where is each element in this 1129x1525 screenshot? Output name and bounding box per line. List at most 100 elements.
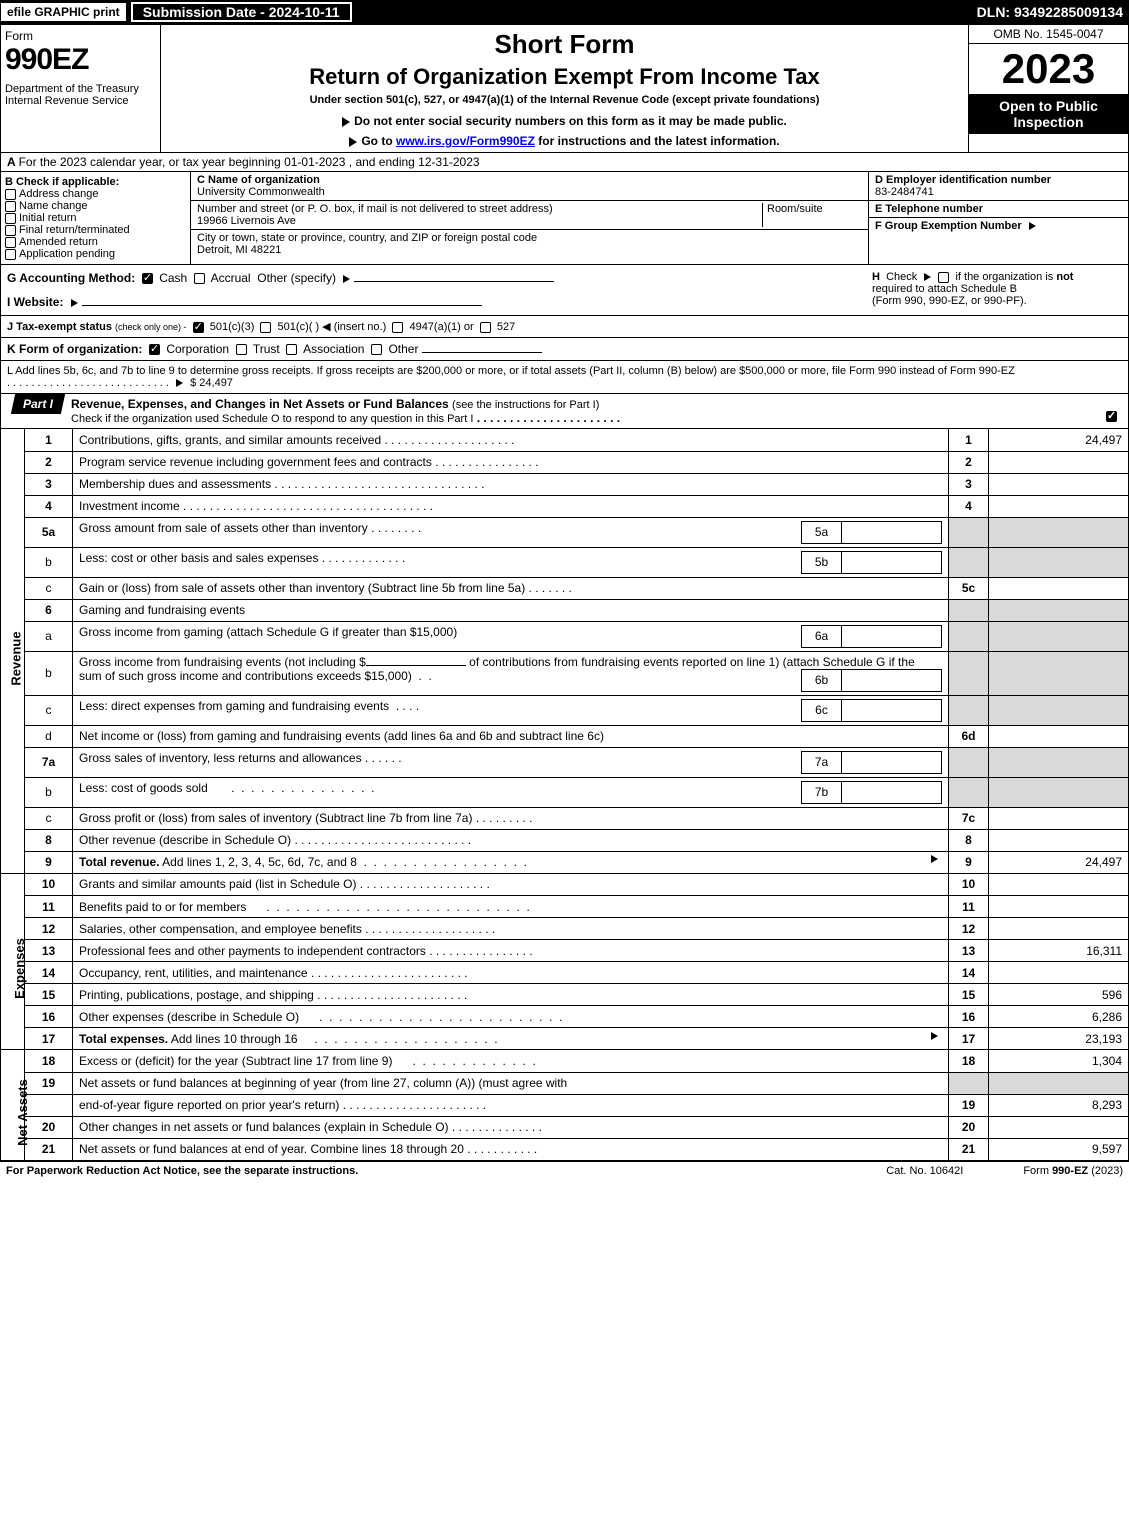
section-b-c-def: B Check if applicable: Address change Na…: [0, 172, 1129, 265]
chk-final[interactable]: Final return/terminated: [5, 224, 186, 236]
line-3: 3Membership dues and assessments . . . .…: [25, 473, 1129, 495]
city-value: Detroit, MI 48221: [197, 244, 537, 256]
chk-501c[interactable]: [260, 322, 271, 333]
chk-cash[interactable]: [142, 273, 153, 284]
page-footer: For Paperwork Reduction Act Notice, see …: [0, 1161, 1129, 1180]
netassets-table: 18Excess or (deficit) for the year (Subt…: [24, 1050, 1129, 1161]
col-b: B Check if applicable: Address change Na…: [1, 172, 191, 264]
chk-501c3[interactable]: [193, 322, 204, 333]
line-18: 18Excess or (deficit) for the year (Subt…: [25, 1050, 1129, 1072]
phone-label: E Telephone number: [875, 203, 1122, 215]
short-form-title: Short Form: [169, 29, 960, 60]
line-14: 14Occupancy, rent, utilities, and mainte…: [25, 962, 1129, 984]
line-11: 11Benefits paid to or for members . . . …: [25, 896, 1129, 918]
line-8: 8Other revenue (describe in Schedule O) …: [25, 829, 1129, 851]
line-10: 10Grants and similar amounts paid (list …: [25, 874, 1129, 896]
triangle-icon: [349, 137, 357, 147]
chk-assoc[interactable]: [286, 344, 297, 355]
line-9: 9Total revenue. Add lines 1, 2, 3, 4, 5c…: [25, 851, 1129, 873]
arrow-icon: [343, 275, 350, 283]
paperwork-notice: For Paperwork Reduction Act Notice, see …: [6, 1165, 358, 1177]
line-16: 16Other expenses (describe in Schedule O…: [25, 1006, 1129, 1028]
line-21: 21Net assets or fund balances at end of …: [25, 1138, 1129, 1160]
cat-no: Cat. No. 10642I: [886, 1165, 963, 1177]
line-13: 13Professional fees and other payments t…: [25, 940, 1129, 962]
chk-corp[interactable]: [149, 344, 160, 355]
chk-amended[interactable]: Amended return: [5, 236, 186, 248]
top-bar: efile GRAPHIC print Submission Date - 20…: [0, 0, 1129, 24]
arrow-icon: [931, 1032, 938, 1040]
line-4: 4Investment income . . . . . . . . . . .…: [25, 495, 1129, 517]
arrow-icon: [931, 855, 938, 863]
line-1: 1Contributions, gifts, grants, and simil…: [25, 429, 1129, 451]
netassets-vlabel: Net Assets: [0, 1050, 24, 1161]
dept-label: Department of the Treasury Internal Reve…: [5, 83, 156, 107]
chk-other[interactable]: [371, 344, 382, 355]
revenue-table: 1Contributions, gifts, grants, and simil…: [24, 429, 1129, 874]
line-7b: bLess: cost of goods sold . . . . . . . …: [25, 777, 1129, 807]
chk-accrual[interactable]: [194, 273, 205, 284]
city-label: City or town, state or province, country…: [197, 232, 537, 244]
line-6b: b Gross income from fundraising events (…: [25, 651, 1129, 695]
chk-4947[interactable]: [392, 322, 403, 333]
line-6: 6Gaming and fundraising events: [25, 599, 1129, 621]
line-19a: 19Net assets or fund balances at beginni…: [25, 1072, 1129, 1094]
g-label: G Accounting Method:: [7, 271, 135, 285]
line-6c: cLess: direct expenses from gaming and f…: [25, 695, 1129, 725]
chk-initial[interactable]: Initial return: [5, 212, 186, 224]
col-def: D Employer identification number 83-2484…: [868, 172, 1128, 264]
submission-date: Submission Date - 2024-10-11: [131, 2, 352, 22]
under-section: Under section 501(c), 527, or 4947(a)(1)…: [169, 94, 960, 106]
form-ref: Form 990-EZ (2023): [1023, 1165, 1123, 1177]
row-k: K Form of organization: Corporation Trus…: [0, 338, 1129, 361]
line-20: 20Other changes in net assets or fund ba…: [25, 1116, 1129, 1138]
c-name-label: C Name of organization: [197, 174, 862, 186]
part1-header: Part I Revenue, Expenses, and Changes in…: [0, 394, 1129, 429]
goto-note: Go to www.irs.gov/Form990EZ for instruct…: [169, 134, 960, 148]
chk-pending[interactable]: Application pending: [5, 248, 186, 260]
row-a: A For the 2023 calendar year, or tax yea…: [0, 153, 1129, 172]
6b-amount-input[interactable]: [366, 665, 466, 666]
irs-link[interactable]: www.irs.gov/Form990EZ: [396, 134, 535, 148]
chk-schedule-o[interactable]: [1106, 411, 1117, 422]
line-15: 15Printing, publications, postage, and s…: [25, 984, 1129, 1006]
form-number: 990EZ: [5, 43, 156, 77]
col-c: C Name of organization University Common…: [191, 172, 868, 264]
other-specify-input[interactable]: [354, 281, 554, 282]
line-6a: aGross income from gaming (attach Schedu…: [25, 621, 1129, 651]
ein-value: 83-2484741: [875, 186, 1122, 198]
header-right: OMB No. 1545-0047 2023 Open to Public In…: [968, 25, 1128, 152]
netassets-section: Net Assets 18Excess or (deficit) for the…: [0, 1050, 1129, 1161]
chk-527[interactable]: [480, 322, 491, 333]
omb-number: OMB No. 1545-0047: [969, 25, 1128, 44]
chk-h[interactable]: [938, 272, 949, 283]
form-header: Form 990EZ Department of the Treasury In…: [0, 24, 1129, 153]
line-5c: cGain or (loss) from sale of assets othe…: [25, 577, 1129, 599]
line-17: 17Total expenses. Add lines 10 through 1…: [25, 1028, 1129, 1050]
expenses-table: 10Grants and similar amounts paid (list …: [24, 874, 1129, 1051]
part1-title: Revenue, Expenses, and Changes in Net As…: [63, 394, 1128, 428]
arrow-icon: [176, 379, 183, 387]
room-label: Room/suite: [767, 203, 823, 215]
chk-trust[interactable]: [236, 344, 247, 355]
efile-label: efile GRAPHIC print: [0, 2, 127, 22]
line-6d: dNet income or (loss) from gaming and fu…: [25, 725, 1129, 747]
ssn-warning: Do not enter social security numbers on …: [169, 114, 960, 128]
other-org-input[interactable]: [422, 352, 542, 353]
form-word: Form: [5, 29, 156, 43]
triangle-icon: [342, 117, 350, 127]
chk-address[interactable]: Address change: [5, 188, 186, 200]
arrow-icon: [1029, 222, 1036, 230]
website-input[interactable]: [82, 305, 482, 306]
street-label: Number and street (or P. O. box, if mail…: [197, 203, 553, 215]
street-value: 19966 Livernois Ave: [197, 215, 762, 227]
org-name: University Commonwealth: [197, 186, 862, 198]
line-7c: cGross profit or (loss) from sales of in…: [25, 807, 1129, 829]
part1-tab: Part I: [11, 394, 65, 414]
revenue-vlabel: Revenue: [0, 429, 24, 874]
expenses-vlabel: Expenses: [0, 874, 24, 1051]
line-12: 12Salaries, other compensation, and empl…: [25, 918, 1129, 940]
chk-name[interactable]: Name change: [5, 200, 186, 212]
main-title: Return of Organization Exempt From Incom…: [169, 64, 960, 90]
group-exempt-label: F Group Exemption Number: [875, 220, 1022, 232]
